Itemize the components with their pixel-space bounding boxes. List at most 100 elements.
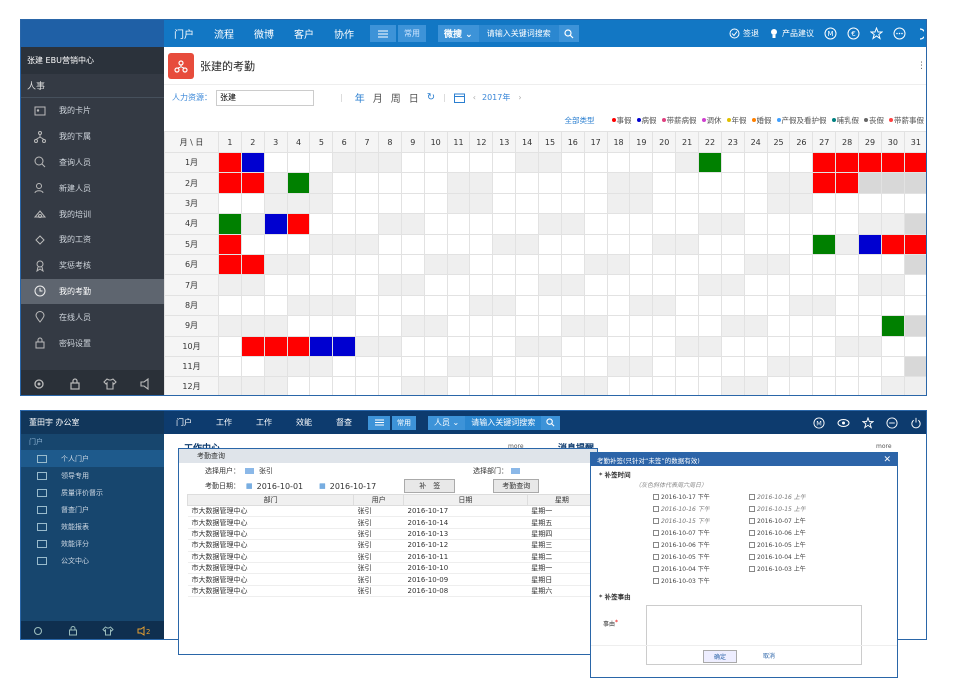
settings-icon[interactable] (32, 377, 46, 391)
lock-icon[interactable] (67, 625, 79, 637)
day-cell[interactable] (583, 253, 608, 276)
day-cell[interactable] (218, 376, 242, 395)
day-cell[interactable] (492, 315, 517, 337)
day-cell[interactable] (400, 192, 425, 215)
day-cell[interactable] (698, 376, 722, 395)
legend-item[interactable]: 丧假 (864, 115, 884, 126)
day-cell[interactable] (492, 172, 517, 194)
day-cell[interactable] (309, 335, 334, 357)
day-cell[interactable] (515, 151, 540, 174)
day-cell[interactable] (560, 192, 585, 215)
legend-item[interactable]: 带薪病假 (661, 115, 697, 126)
day-cell[interactable] (743, 213, 768, 235)
sidebar2-item[interactable]: 效能报表 (21, 518, 164, 535)
checkbox-box[interactable] (749, 541, 755, 548)
sidebar-item[interactable]: 我的卡片 (21, 98, 164, 124)
day-cell[interactable] (400, 233, 425, 255)
day-cell[interactable] (606, 192, 631, 215)
day-cell[interactable] (469, 376, 494, 395)
day-cell[interactable] (903, 294, 926, 317)
day-cell[interactable] (218, 233, 242, 255)
day-cell[interactable] (789, 294, 814, 317)
day-cell[interactable] (355, 376, 380, 395)
day-cell[interactable] (606, 376, 631, 395)
day-cell[interactable] (812, 151, 837, 174)
day-cell[interactable] (469, 213, 494, 235)
day-cell[interactable] (400, 274, 425, 296)
day-cell[interactable] (743, 274, 768, 296)
day-cell[interactable] (583, 192, 608, 215)
day-cell[interactable] (720, 315, 745, 337)
day-cell[interactable] (720, 192, 745, 215)
day-cell[interactable] (652, 192, 677, 215)
day-cell[interactable] (903, 315, 926, 337)
day-cell[interactable] (378, 151, 402, 174)
time-checkbox[interactable]: 2016-10-17 下午 (653, 491, 749, 502)
day-cell[interactable] (492, 213, 517, 235)
day-cell[interactable] (858, 355, 882, 378)
shirt-icon[interactable] (103, 377, 118, 391)
day-cell[interactable] (903, 192, 926, 215)
day-cell[interactable] (903, 253, 926, 276)
day-cell[interactable] (218, 151, 242, 174)
day-cell[interactable] (560, 233, 585, 255)
day-cell[interactable] (240, 274, 265, 296)
day-cell[interactable] (720, 172, 745, 194)
day-cell[interactable] (812, 192, 837, 215)
day-cell[interactable] (469, 172, 494, 194)
day-cell[interactable] (698, 274, 722, 296)
day-cell[interactable] (652, 213, 677, 235)
day-cell[interactable] (675, 213, 700, 235)
day-cell[interactable] (789, 192, 814, 215)
day-cell[interactable] (743, 233, 768, 255)
day-cell[interactable] (423, 274, 448, 296)
day-cell[interactable] (766, 376, 791, 395)
day-cell[interactable] (423, 233, 448, 255)
checkbox-box[interactable] (653, 577, 659, 584)
day-cell[interactable] (835, 335, 860, 357)
day-cell[interactable] (400, 315, 425, 337)
day-cell[interactable] (835, 213, 860, 235)
day-cell[interactable] (720, 274, 745, 296)
day-cell[interactable] (698, 294, 722, 317)
s1-nav-item[interactable]: 微博 (254, 30, 274, 41)
day-cell[interactable] (743, 294, 768, 317)
day-cell[interactable] (240, 213, 265, 235)
day-cell[interactable] (629, 151, 654, 174)
s2-nav-item[interactable]: 工作 (256, 418, 272, 427)
s2-nav-item[interactable]: 门户 (176, 418, 192, 427)
day-cell[interactable] (583, 172, 608, 194)
day-cell[interactable] (263, 253, 288, 276)
user-picker-icon[interactable] (245, 467, 254, 474)
menu-button2[interactable] (368, 415, 390, 430)
day-cell[interactable] (720, 355, 745, 378)
day-cell[interactable] (606, 233, 631, 255)
sidebar-item[interactable]: 查询人员 (21, 150, 164, 176)
day-cell[interactable] (652, 172, 677, 194)
sidebar-item[interactable]: 奖惩考核 (21, 253, 164, 279)
day-cell[interactable] (218, 192, 242, 215)
day-cell[interactable] (789, 335, 814, 357)
day-cell[interactable] (355, 233, 380, 255)
time-checkbox[interactable]: 2016-10-04 下午 (653, 563, 749, 574)
day-cell[interactable] (286, 233, 311, 255)
day-cell[interactable] (240, 253, 265, 276)
dept-picker-icon[interactable] (511, 467, 520, 474)
legend-item[interactable]: 年假 (726, 115, 747, 126)
checkbox-box[interactable] (653, 553, 659, 560)
calendar-icon[interactable]: ▦ (319, 482, 326, 490)
day-cell[interactable] (629, 233, 654, 255)
checkbox-box[interactable] (749, 565, 755, 572)
day-cell[interactable] (332, 355, 357, 378)
sidebar2-item[interactable]: 督查门户 (21, 501, 164, 518)
day-cell[interactable] (355, 213, 380, 235)
day-cell[interactable] (469, 294, 494, 317)
drag-handle-icon[interactable]: ⋮ (917, 60, 926, 71)
day-cell[interactable] (560, 213, 585, 235)
time-checkbox[interactable]: 2016-10-05 上午 (749, 539, 845, 550)
day-cell[interactable] (812, 355, 837, 378)
time-checkbox[interactable]: 2016-10-04 上午 (749, 551, 845, 562)
day-cell[interactable] (378, 192, 402, 215)
day-cell[interactable] (469, 253, 494, 276)
s1-nav-item[interactable]: 协作 (334, 30, 354, 41)
